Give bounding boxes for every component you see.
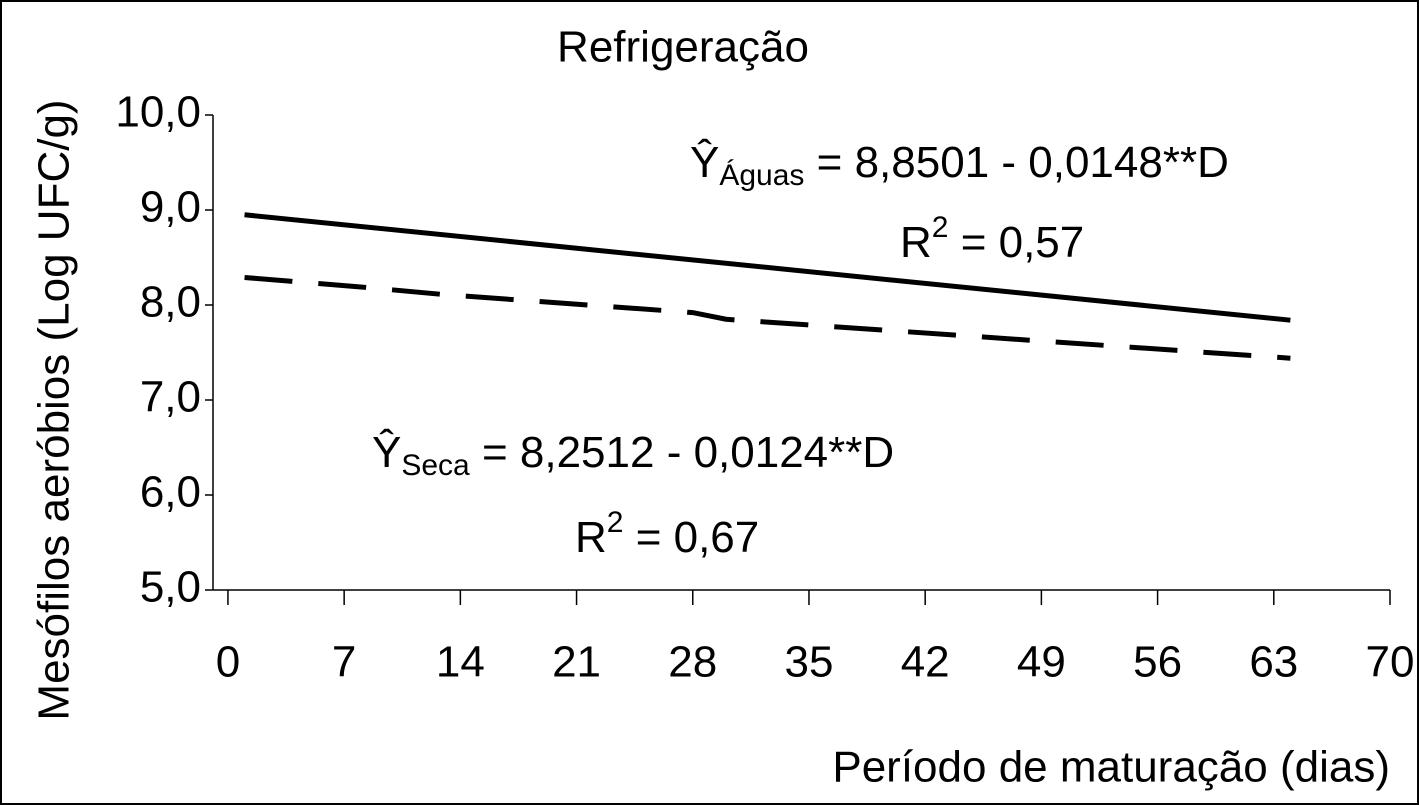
x-tick-label: 63 bbox=[1249, 638, 1298, 687]
x-tick-label: 14 bbox=[436, 638, 485, 687]
x-axis-label: Período de maturação (dias) bbox=[832, 743, 1390, 792]
y-axis-label: Mesófilos aeróbios (Log UFC/g) bbox=[30, 99, 79, 720]
x-tick-label: 70 bbox=[1366, 638, 1415, 687]
annotation: R2 = 0,67 bbox=[575, 506, 759, 562]
chart-title: Refrigeração bbox=[557, 23, 809, 72]
annotation: ŶSeca = 8,2512 - 0,0124**D bbox=[372, 428, 894, 482]
x-tick-label: 42 bbox=[901, 638, 950, 687]
x-tick-label: 28 bbox=[668, 638, 717, 687]
x-tick-label: 56 bbox=[1133, 638, 1182, 687]
y-tick-label: 5,0 bbox=[140, 563, 201, 612]
y-tick-label: 10,0 bbox=[115, 88, 201, 137]
x-tick-label: 35 bbox=[784, 638, 833, 687]
x-tick-label: 7 bbox=[332, 638, 356, 687]
y-tick-label: 9,0 bbox=[140, 183, 201, 232]
series-line bbox=[244, 212, 1291, 323]
series-line bbox=[244, 274, 1291, 361]
y-tick-label: 8,0 bbox=[140, 278, 201, 327]
x-tick-label: 49 bbox=[1017, 638, 1066, 687]
annotation: ŶÁguas = 8,8501 - 0,0148**D bbox=[690, 138, 1229, 192]
x-tick-label: 21 bbox=[552, 638, 601, 687]
y-tick-label: 6,0 bbox=[140, 468, 201, 517]
x-tick-label: 0 bbox=[216, 638, 240, 687]
annotation: R2 = 0,57 bbox=[900, 211, 1084, 267]
y-tick-label: 7,0 bbox=[140, 373, 201, 422]
